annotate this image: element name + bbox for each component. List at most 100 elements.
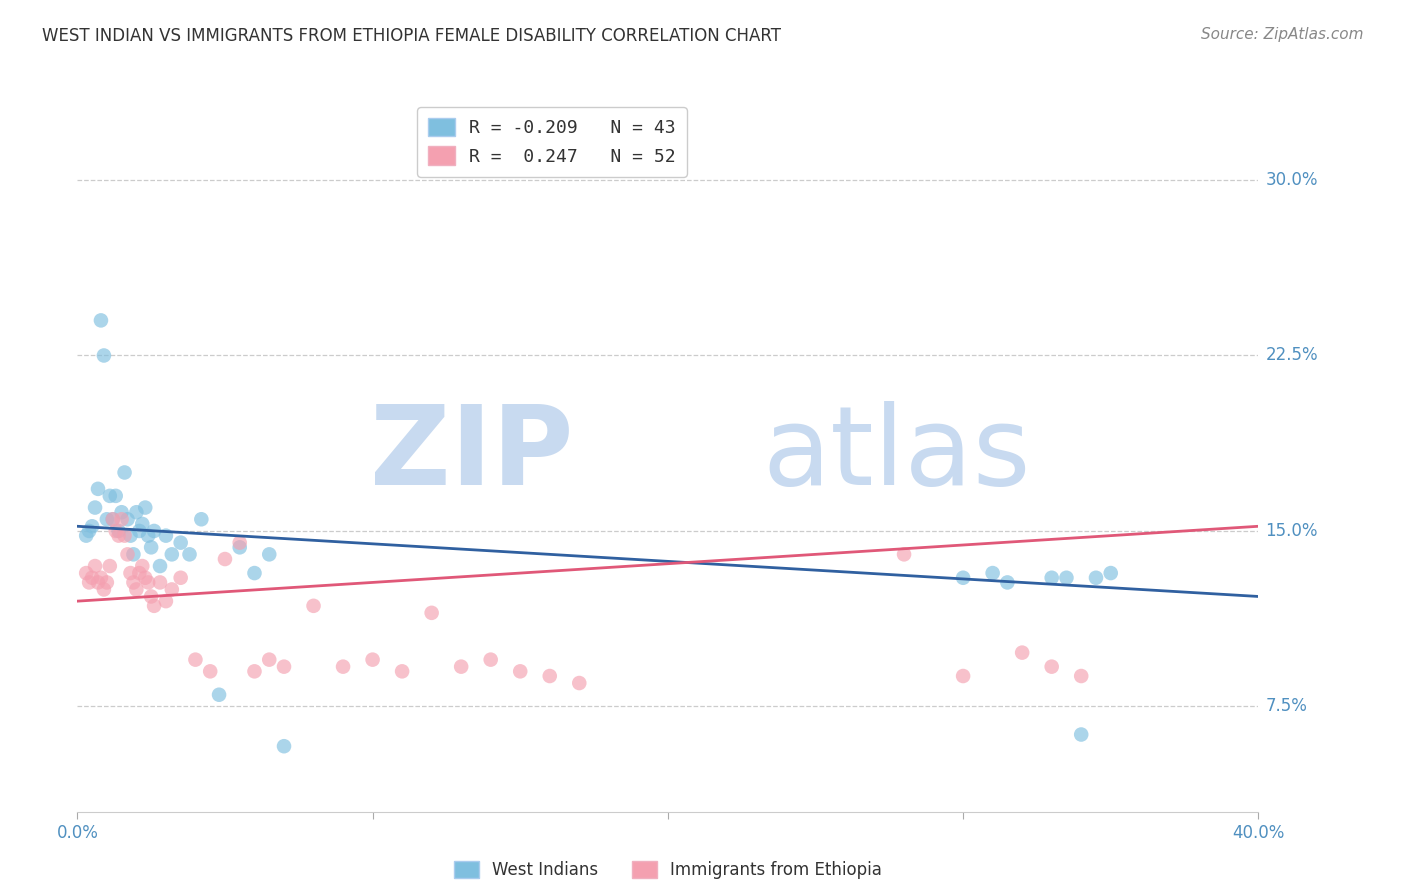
Point	[117, 512, 139, 526]
Point	[125, 582, 148, 597]
Point	[302, 599, 325, 613]
Text: WEST INDIAN VS IMMIGRANTS FROM ETHIOPIA FEMALE DISABILITY CORRELATION CHART: WEST INDIAN VS IMMIGRANTS FROM ETHIOPIA …	[42, 27, 782, 45]
Point	[114, 528, 136, 542]
Point	[1099, 566, 1122, 580]
Point	[214, 552, 236, 566]
Point	[981, 566, 1004, 580]
Point	[273, 659, 295, 673]
Point	[243, 566, 266, 580]
Point	[114, 466, 136, 480]
Point	[134, 571, 156, 585]
Text: atlas: atlas	[762, 401, 1031, 508]
Point	[96, 575, 118, 590]
Point	[228, 541, 252, 555]
Legend: West Indians, Immigrants from Ethiopia: West Indians, Immigrants from Ethiopia	[447, 854, 889, 886]
Text: 22.5%: 22.5%	[1265, 346, 1317, 365]
Point	[155, 594, 177, 608]
Point	[96, 512, 118, 526]
Point	[479, 653, 502, 667]
Point	[82, 571, 104, 585]
Point	[184, 653, 207, 667]
Point	[259, 547, 281, 561]
Point	[1070, 669, 1092, 683]
Point	[122, 547, 145, 561]
Point	[149, 559, 172, 574]
Point	[107, 528, 129, 542]
Point	[1056, 571, 1078, 585]
Point	[420, 606, 443, 620]
Point	[125, 505, 148, 519]
Point	[101, 512, 124, 526]
Point	[77, 575, 100, 590]
Point	[952, 669, 974, 683]
Point	[332, 659, 354, 673]
Point	[104, 489, 127, 503]
Point	[450, 659, 472, 673]
Point	[131, 516, 153, 531]
Point	[134, 500, 156, 515]
Point	[117, 547, 139, 561]
Point	[101, 512, 124, 526]
Point	[75, 528, 97, 542]
Point	[190, 512, 212, 526]
Point	[84, 559, 107, 574]
Text: 30.0%: 30.0%	[1265, 171, 1317, 189]
Text: 7.5%: 7.5%	[1265, 698, 1308, 715]
Point	[141, 590, 163, 604]
Point	[128, 524, 150, 538]
Point	[87, 575, 110, 590]
Point	[1040, 659, 1063, 673]
Point	[1085, 571, 1108, 585]
Text: 15.0%: 15.0%	[1265, 522, 1317, 540]
Point	[98, 559, 121, 574]
Point	[170, 535, 193, 549]
Point	[228, 535, 252, 549]
Point	[93, 349, 115, 363]
Point	[107, 524, 129, 538]
Point	[122, 575, 145, 590]
Point	[155, 528, 177, 542]
Text: ZIP: ZIP	[370, 401, 574, 508]
Point	[952, 571, 974, 585]
Point	[1070, 727, 1092, 741]
Point	[149, 575, 172, 590]
Point	[200, 665, 222, 679]
Point	[170, 571, 193, 585]
Point	[84, 500, 107, 515]
Text: Source: ZipAtlas.com: Source: ZipAtlas.com	[1201, 27, 1364, 42]
Point	[143, 524, 166, 538]
Point	[361, 653, 384, 667]
Point	[160, 582, 183, 597]
Point	[128, 566, 150, 580]
Point	[893, 547, 915, 561]
Point	[208, 688, 231, 702]
Point	[136, 528, 159, 542]
Point	[82, 519, 104, 533]
Point	[160, 547, 183, 561]
Point	[273, 739, 295, 754]
Point	[75, 566, 97, 580]
Point	[90, 571, 112, 585]
Point	[87, 482, 110, 496]
Point	[77, 524, 100, 538]
Point	[93, 582, 115, 597]
Point	[538, 669, 561, 683]
Point	[131, 559, 153, 574]
Point	[259, 653, 281, 667]
Point	[997, 575, 1019, 590]
Point	[1040, 571, 1063, 585]
Point	[98, 489, 121, 503]
Point	[391, 665, 413, 679]
Point	[111, 512, 132, 526]
Point	[509, 665, 531, 679]
Point	[141, 541, 163, 555]
Point	[111, 505, 132, 519]
Point	[179, 547, 201, 561]
Point	[120, 566, 142, 580]
Point	[568, 676, 591, 690]
Point	[1011, 646, 1033, 660]
Point	[136, 575, 159, 590]
Point	[120, 528, 142, 542]
Point	[104, 524, 127, 538]
Point	[243, 665, 266, 679]
